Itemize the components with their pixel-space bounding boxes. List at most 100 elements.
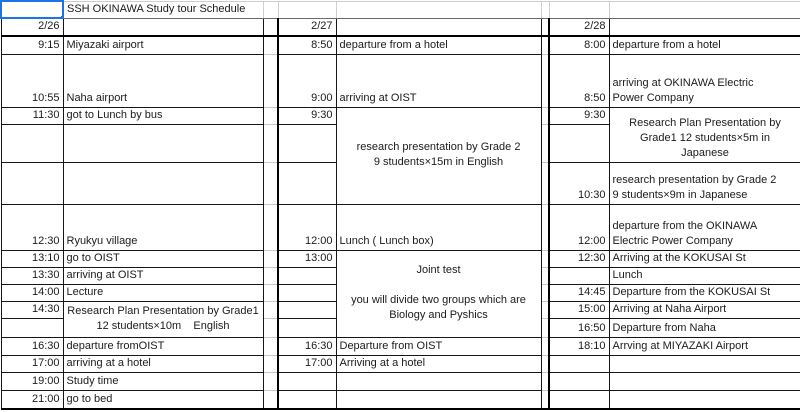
activity-cell[interactable]: go to OIST (62, 249, 264, 268)
empty-cell[interactable] (0, 161, 64, 205)
activity-cell[interactable]: departure from a hotel (335, 35, 542, 55)
empty-cell[interactable] (0, 317, 64, 338)
empty-cell[interactable] (548, 371, 610, 391)
empty-cell[interactable] (277, 283, 337, 302)
time-cell[interactable]: 18:10 (548, 336, 610, 356)
activity-cell[interactable]: arriving at OIST (335, 53, 542, 108)
time-cell[interactable]: 17:00 (0, 354, 64, 373)
separator-cell (540, 300, 550, 319)
empty-cell[interactable] (62, 17, 264, 37)
activity-cell[interactable]: research presentation by Grade 2 9 stude… (608, 161, 800, 205)
date-cell-day1[interactable]: 2/26 (0, 17, 64, 37)
time-cell[interactable]: 13:00 (277, 249, 337, 268)
time-cell[interactable]: 8:00 (548, 35, 610, 55)
merged-activity-cell[interactable]: Research Plan Presentation by Grade1 12 … (608, 106, 800, 163)
empty-cell[interactable] (277, 266, 337, 285)
activity-cell[interactable]: Ryukyu village (62, 203, 264, 251)
time-cell[interactable]: 17:00 (277, 354, 337, 373)
empty-cell[interactable] (277, 123, 337, 163)
selected-cell[interactable] (0, 0, 64, 19)
activity-cell[interactable]: departure from the OKINAWA Electric Powe… (608, 203, 800, 251)
separator-cell (540, 161, 550, 205)
time-cell[interactable]: 13:10 (0, 249, 64, 268)
empty-cell[interactable] (548, 389, 610, 410)
activity-cell[interactable]: Departure from the KOKUSAI St (608, 283, 800, 302)
empty-cell[interactable] (277, 371, 337, 391)
empty-cell[interactable] (335, 17, 542, 37)
activity-cell[interactable]: arriving at OKINAWA Electric Power Compa… (608, 53, 800, 108)
time-cell[interactable]: 12:00 (277, 203, 337, 251)
fill-handle-icon[interactable] (60, 15, 61, 16)
activity-cell[interactable]: Lunch ( Lunch box) (335, 203, 542, 251)
merged-activity-cell[interactable]: Research Plan Presentation by Grade1 12 … (62, 300, 264, 338)
empty-cell[interactable] (335, 371, 542, 391)
time-cell[interactable]: 11:30 (0, 106, 64, 125)
activity-cell[interactable]: Naha airport (62, 53, 264, 108)
time-cell[interactable]: 9:30 (548, 106, 610, 125)
time-cell[interactable]: 21:00 (0, 389, 64, 410)
activity-cell[interactable]: arriving at OIST (62, 266, 264, 285)
sheet-title-cell[interactable]: SSH OKINAWA Study tour Schedule (62, 0, 264, 19)
empty-cell[interactable] (0, 123, 64, 163)
time-cell[interactable]: 12:00 (548, 203, 610, 251)
activity-cell[interactable]: got to Lunch by bus (62, 106, 264, 125)
merged-activity-cell[interactable]: Joint test you will divide two groups wh… (335, 249, 542, 338)
activity-cell[interactable]: departure from a hotel (608, 35, 800, 55)
time-cell[interactable]: 12:30 (548, 249, 610, 268)
merged-activity-cell[interactable]: research presentation by Grade 2 9 stude… (335, 106, 542, 205)
activity-cell[interactable]: Study time (62, 371, 264, 391)
empty-cell[interactable] (335, 389, 542, 410)
time-cell[interactable]: 14:45 (548, 283, 610, 302)
activity-cell[interactable]: Miyazaki airport (62, 35, 264, 55)
time-cell[interactable]: 9:00 (277, 53, 337, 108)
activity-cell[interactable]: departure fromOIST (62, 336, 264, 356)
date-cell-day2[interactable]: 2/27 (277, 17, 337, 37)
time-cell[interactable]: 9:30 (277, 106, 337, 125)
empty-cell[interactable] (548, 123, 610, 163)
separator-cell (540, 354, 550, 373)
empty-cell[interactable] (608, 17, 800, 37)
time-cell[interactable]: 8:50 (548, 53, 610, 108)
time-cell[interactable]: 14:00 (0, 283, 64, 302)
empty-cell[interactable] (608, 354, 800, 373)
time-cell[interactable]: 10:55 (0, 53, 64, 108)
time-cell[interactable]: 16:30 (0, 336, 64, 356)
activity-cell[interactable]: Arriving at the KOKUSAI St (608, 249, 800, 268)
activity-cell[interactable]: Arrving at MIYAZAKI Airport (608, 336, 800, 356)
empty-cell[interactable] (608, 371, 800, 391)
time-cell[interactable]: 16:50 (548, 317, 610, 338)
time-cell[interactable]: 12:30 (0, 203, 64, 251)
activity-cell[interactable]: Arriving at a hotel (335, 354, 542, 373)
activity-cell[interactable]: Departure from Naha (608, 317, 800, 338)
empty-cell[interactable] (608, 0, 800, 19)
activity-cell[interactable]: arriving at a hotel (62, 354, 264, 373)
separator-cell (262, 283, 279, 302)
empty-cell[interactable] (62, 123, 264, 163)
activity-cell[interactable]: go to bed (62, 389, 264, 410)
empty-cell[interactable] (277, 300, 337, 319)
empty-cell[interactable] (277, 0, 337, 19)
empty-cell[interactable] (277, 161, 337, 205)
time-cell[interactable]: 15:00 (548, 300, 610, 319)
time-cell[interactable] (548, 266, 610, 285)
separator-cell (540, 53, 550, 108)
time-cell[interactable]: 9:15 (0, 35, 64, 55)
time-cell[interactable]: 13:30 (0, 266, 64, 285)
empty-cell[interactable] (335, 0, 542, 19)
empty-cell[interactable] (62, 161, 264, 205)
empty-cell[interactable] (277, 389, 337, 410)
activity-cell[interactable]: Lecture (62, 283, 264, 302)
activity-cell[interactable]: Lunch (608, 266, 800, 285)
time-cell[interactable]: 19:00 (0, 371, 64, 391)
date-cell-day3[interactable]: 2/28 (548, 17, 610, 37)
empty-cell[interactable] (608, 389, 800, 410)
empty-cell[interactable] (548, 354, 610, 373)
empty-cell[interactable] (277, 317, 337, 338)
time-cell[interactable]: 14:30 (0, 300, 64, 319)
time-cell[interactable]: 10:30 (548, 161, 610, 205)
activity-cell[interactable]: Arriving at Naha Airport (608, 300, 800, 319)
time-cell[interactable]: 16:30 (277, 336, 337, 356)
activity-cell[interactable]: Departure from OIST (335, 336, 542, 356)
time-cell[interactable]: 8:50 (277, 35, 337, 55)
empty-cell[interactable] (548, 0, 610, 19)
